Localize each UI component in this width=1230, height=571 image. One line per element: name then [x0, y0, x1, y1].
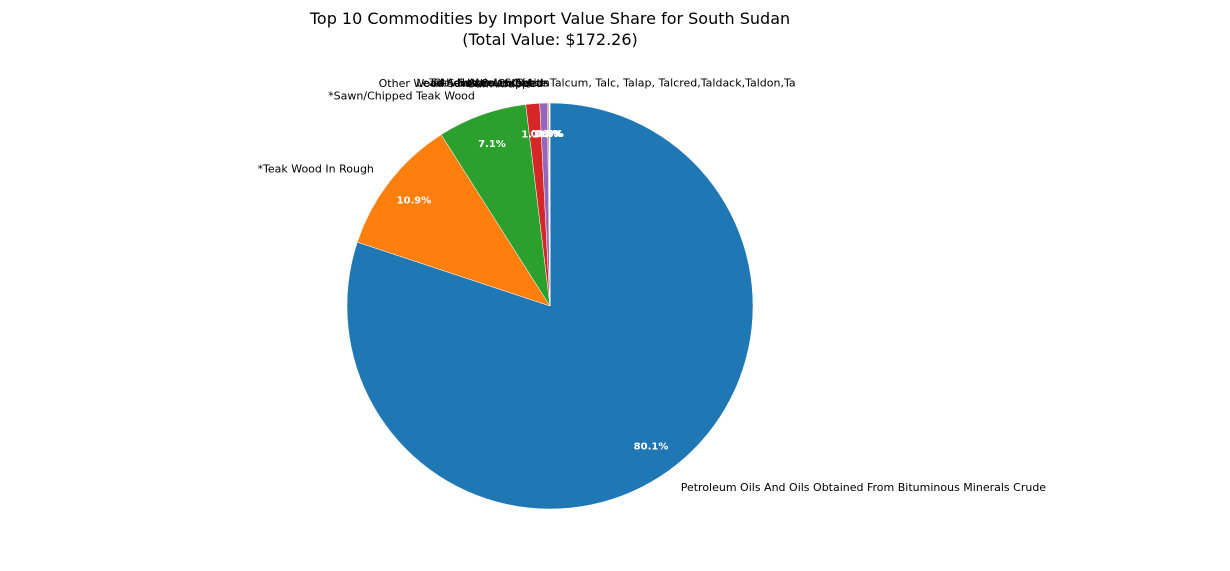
pie-slice	[356, 134, 551, 307]
slice-percent-label: 7.1%	[478, 139, 506, 150]
slice-category-label: Lead-Acid Accumulators	[417, 77, 550, 90]
slice-percent-label: 0.0%	[536, 129, 564, 140]
slice-category-label: Talcum, Talc, Talap, Talcred,Taldack,Tal…	[549, 77, 796, 90]
slice-category-label: Other Articles Of Iron	[433, 77, 550, 90]
slice-category-label: *Sawn/Chipped Teak Wood	[328, 90, 475, 103]
slice-percent-label: 0.0%	[535, 129, 563, 140]
slice-percent-label: 0.0%	[536, 129, 564, 140]
slice-percent-label: 0.0%	[536, 129, 564, 140]
chart-subtitle: (Total Value: $172.26)	[462, 30, 638, 49]
slice-category-label: Talc, Natural, Steatite	[428, 77, 548, 90]
slice-category-label: Other Wood Sawn Or Chipped	[379, 77, 543, 90]
slice-category-label: Petroleum Oils And Oils Obtained From Bi…	[681, 481, 1047, 494]
slice-category-label: Gum Arabic	[466, 78, 531, 91]
slice-category-label: *Teak Wood In Rough	[257, 163, 373, 176]
slice-percent-label: 1.1%	[521, 130, 549, 141]
chart-title: Top 10 Commodities by Import Value Share…	[309, 9, 790, 28]
slice-percent-label: 0.6%	[531, 129, 559, 140]
pie-slices	[346, 102, 754, 510]
slice-percent-label: 80.1%	[634, 441, 669, 452]
slice-percent-label: 10.9%	[397, 195, 432, 206]
slice-category-label: Sesamum Seeds	[458, 77, 550, 90]
slice-percent-label: 0.1%	[534, 129, 562, 140]
pie-labels: 80.1% Petroleum Oils And Oils Obtained Fr…	[257, 77, 1046, 494]
